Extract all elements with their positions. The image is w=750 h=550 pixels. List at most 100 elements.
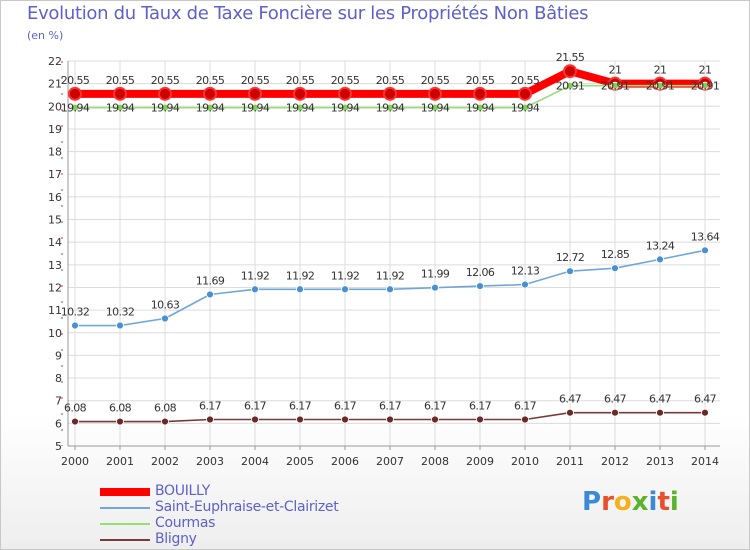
data-point	[71, 417, 79, 426]
data-label: 20.55	[61, 74, 90, 87]
data-label: 11.99	[421, 268, 450, 281]
data-point	[206, 415, 214, 424]
data-label: 6.47	[694, 393, 717, 406]
y-tick-label: 16	[48, 191, 62, 204]
data-point	[251, 285, 259, 294]
data-label: 20.91	[691, 80, 720, 93]
data-label: 6.47	[604, 393, 627, 406]
data-point	[521, 103, 529, 112]
logo-letter: x	[631, 487, 649, 517]
x-tick-label: 2007	[376, 455, 404, 468]
x-tick-label: 2005	[286, 455, 314, 468]
data-label: 6.47	[559, 393, 582, 406]
y-tick-label: 22	[48, 55, 62, 68]
data-point	[383, 86, 397, 101]
data-label: 6.17	[199, 400, 222, 413]
x-tick-label: 2001	[106, 455, 134, 468]
x-tick-label: 2014	[691, 455, 719, 468]
data-point	[386, 285, 394, 294]
data-label: 6.17	[289, 400, 312, 413]
data-label: 6.47	[649, 393, 672, 406]
data-label: 19.94	[376, 102, 405, 115]
data-label: 19.94	[241, 102, 270, 115]
data-labels: 20.55 20.55 20.55 20.55 20.55 20.55 20.55 20.55…	[61, 51, 721, 415]
data-point	[701, 81, 709, 90]
data-label: 11.92	[286, 269, 315, 282]
y-tick-label: 17	[48, 168, 62, 181]
chart-title: Evolution du Taux de Taxe Foncière sur l…	[27, 3, 589, 24]
data-label: 20.55	[196, 74, 225, 87]
data-label: 6.17	[244, 400, 267, 413]
logo-letter: i	[648, 487, 658, 517]
data-label: 12.13	[511, 265, 540, 278]
data-label: 20.55	[376, 74, 405, 87]
data-label: 13.24	[646, 239, 675, 252]
data-point	[476, 415, 484, 424]
x-tick-label: 2000	[61, 455, 89, 468]
data-point	[338, 86, 352, 101]
data-point	[161, 314, 169, 323]
data-point	[431, 415, 439, 424]
data-point	[611, 81, 619, 90]
x-tick-label: 2011	[556, 455, 584, 468]
data-point	[158, 86, 172, 101]
x-tick-labels: 2000 2001 2002 2003 2004 2005 2006 2007 2008 2009…	[61, 455, 719, 468]
legend-swatch-bouilly	[100, 488, 150, 496]
data-label: 21.55	[556, 51, 585, 64]
logo-letter: P	[582, 487, 602, 517]
data-label: 19.94	[286, 102, 315, 115]
unit-label: (en %)	[27, 29, 64, 42]
legend-swatch-bligny	[100, 539, 150, 541]
proxiti-logo: Proxiti	[582, 487, 679, 517]
data-label: 10.32	[61, 306, 90, 319]
data-point	[431, 103, 439, 112]
data-point	[563, 64, 577, 79]
data-point	[203, 86, 217, 101]
x-tick-label: 2003	[196, 455, 224, 468]
y-tick-labels: 5 6 7 8 9 10 11 12 13 14 15 16 17 18 19 20 21 22	[48, 55, 62, 453]
data-label: 6.17	[379, 400, 402, 413]
x-tick-label: 2002	[151, 455, 179, 468]
data-label: 20.55	[511, 74, 540, 87]
data-point	[701, 246, 709, 255]
legend-swatch-saint-euphraise	[100, 507, 150, 509]
data-label: 20.91	[556, 80, 585, 93]
data-label: 13.64	[691, 230, 720, 243]
data-point	[116, 103, 124, 112]
y-tick-label: 8	[55, 372, 62, 385]
data-point	[656, 255, 664, 264]
data-point	[473, 86, 487, 101]
data-point	[428, 86, 442, 101]
data-point	[611, 408, 619, 417]
data-label: 19.94	[511, 102, 540, 115]
legend-label-saint-euphraise: Saint-Euphraise-et-Clairizet	[155, 499, 339, 515]
data-point	[566, 408, 574, 417]
data-label: 19.94	[106, 102, 135, 115]
data-point	[701, 408, 709, 417]
axes	[61, 61, 720, 450]
data-point	[116, 321, 124, 330]
y-tick-label: 20	[48, 100, 62, 113]
data-label: 6.08	[64, 402, 87, 415]
data-label: 19.94	[421, 102, 450, 115]
data-point	[113, 86, 127, 101]
y-tick-label: 15	[48, 214, 62, 227]
y-tick-label: 21	[48, 78, 62, 91]
data-label: 20.55	[106, 74, 135, 87]
logo-letter: r	[601, 487, 614, 517]
data-label: 21	[699, 64, 712, 77]
x-tick-label: 2012	[601, 455, 629, 468]
data-point	[71, 103, 79, 112]
data-label: 19.94	[151, 102, 180, 115]
data-point	[296, 103, 304, 112]
data-label: 19.94	[331, 102, 360, 115]
y-tick-label: 18	[48, 146, 62, 159]
data-point	[248, 86, 262, 101]
data-point	[386, 415, 394, 424]
data-label: 20.55	[331, 74, 360, 87]
legend-label-bligny: Bligny	[155, 531, 197, 547]
data-point	[341, 285, 349, 294]
data-point	[68, 86, 82, 101]
data-label: 6.08	[109, 402, 132, 415]
